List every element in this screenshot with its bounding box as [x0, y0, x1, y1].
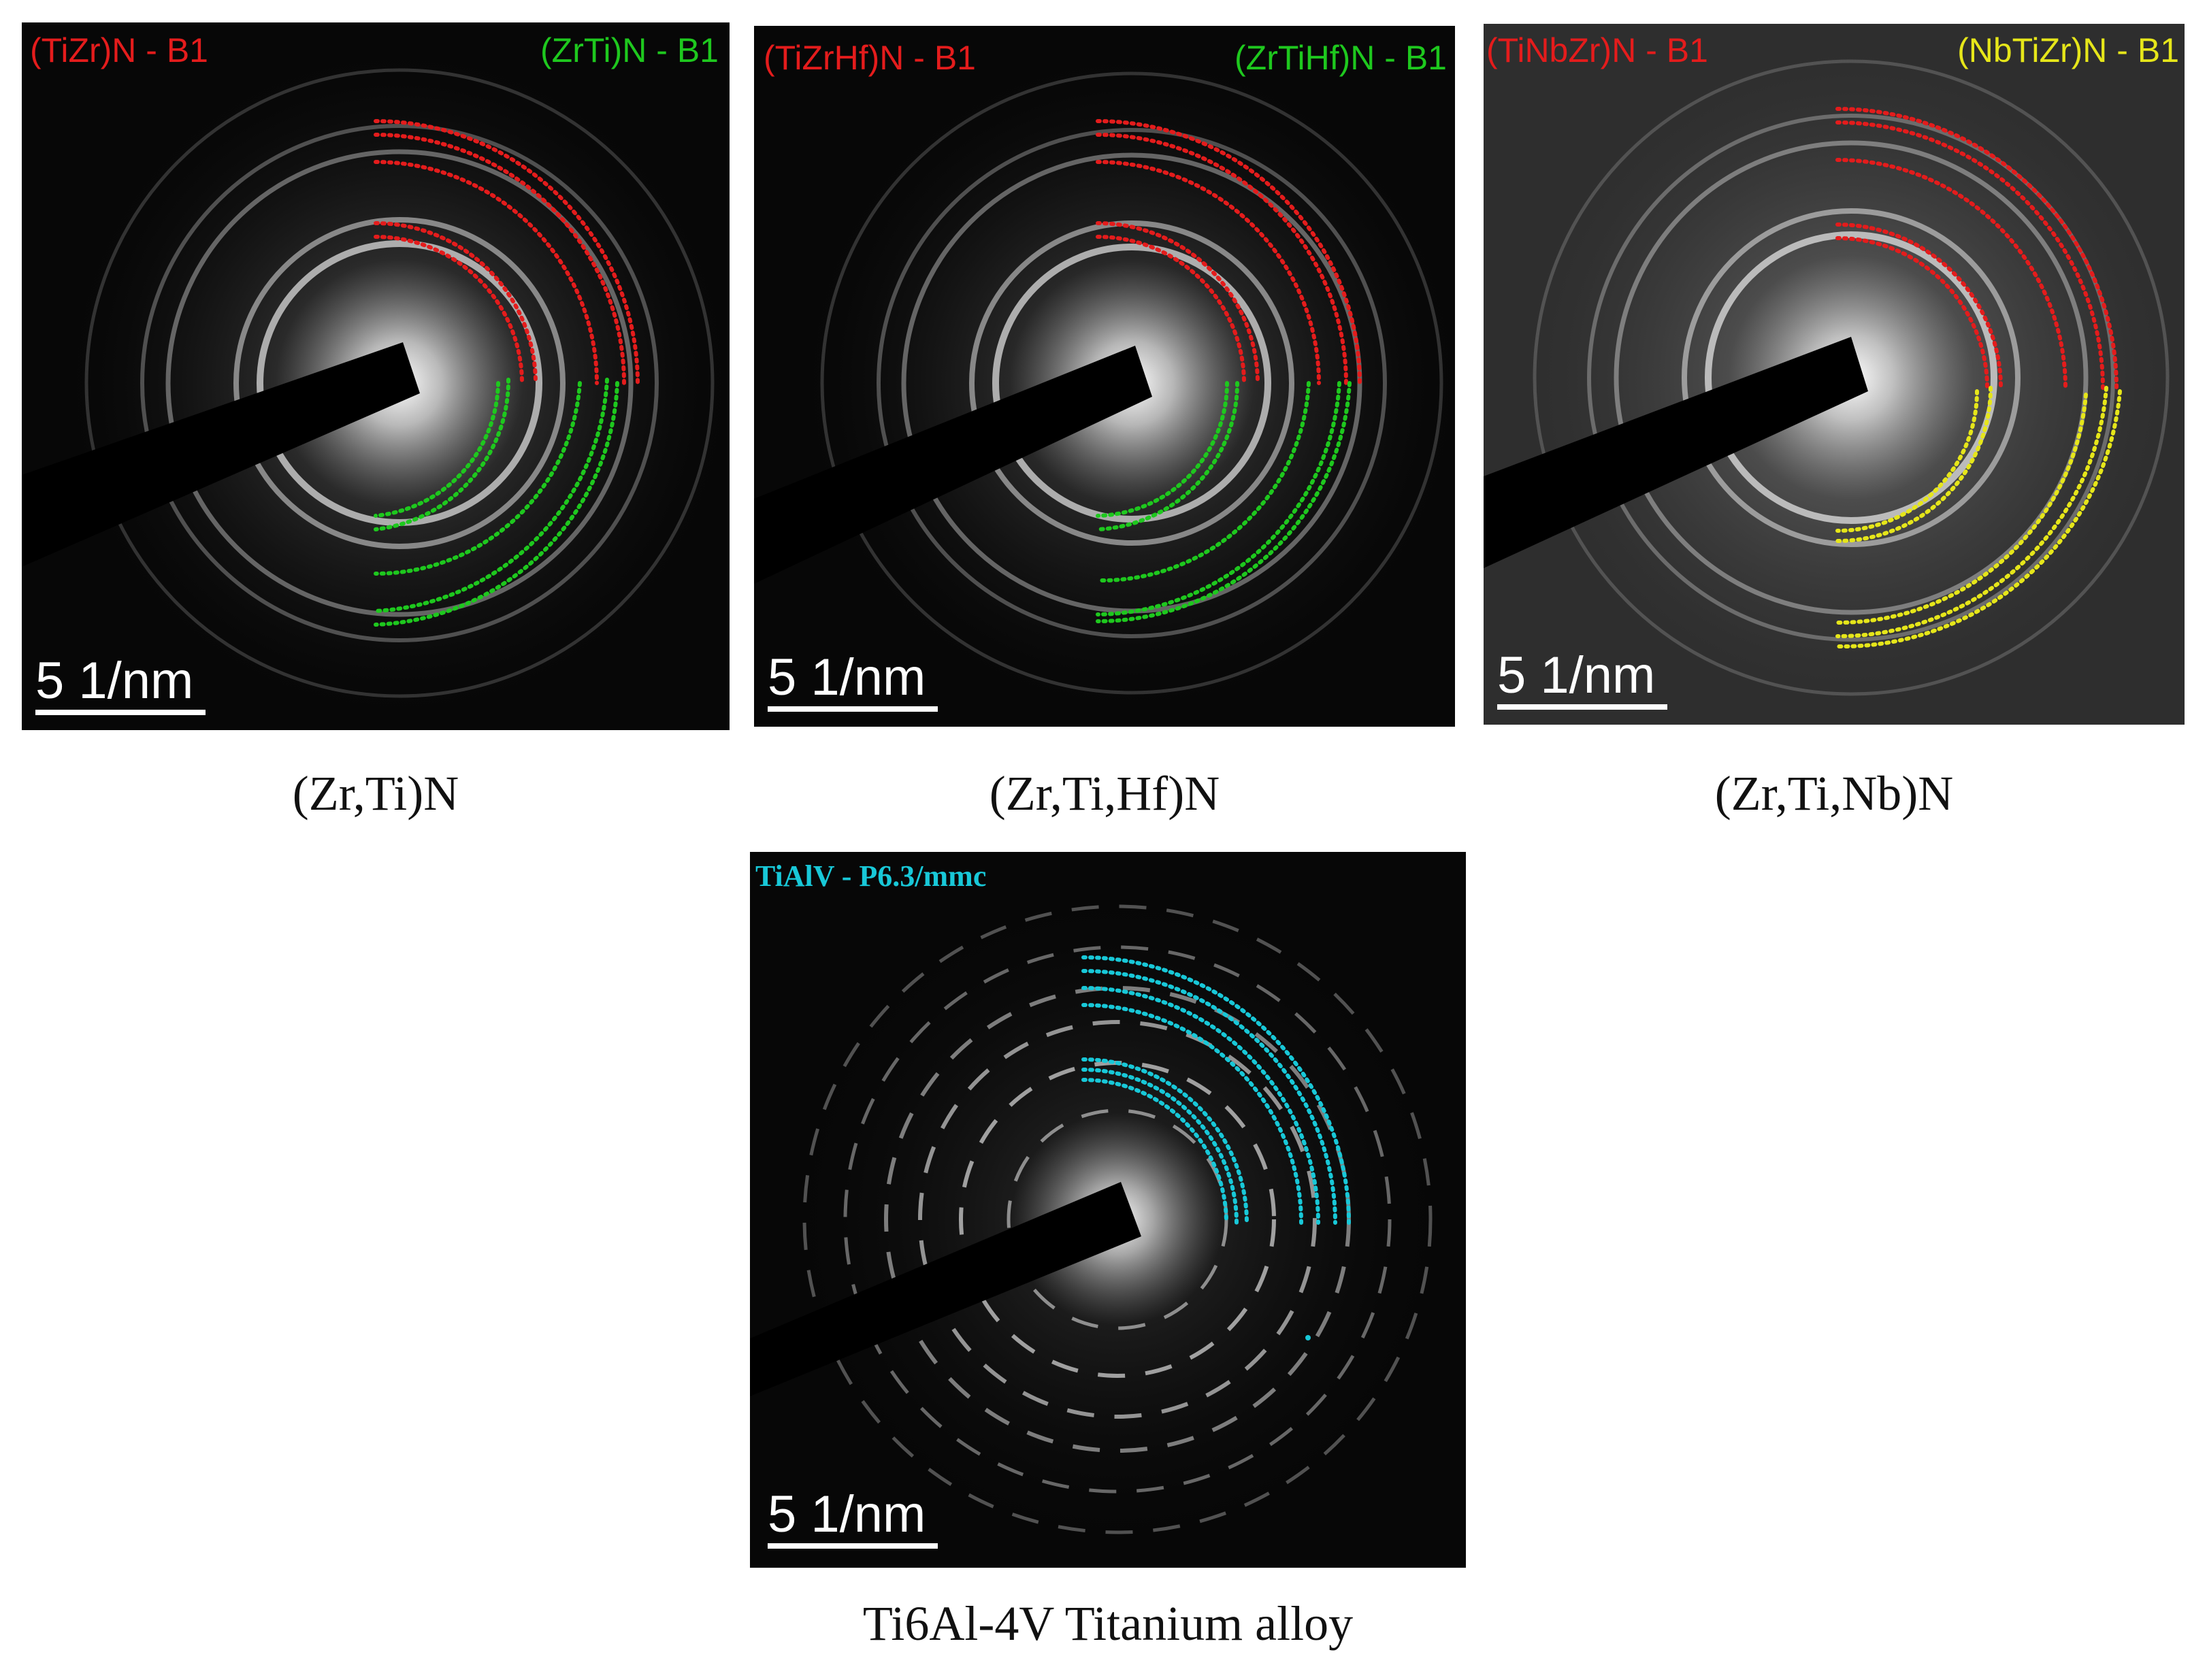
caption-zrtihf: (Zr,Ti,Hf)N [989, 766, 1220, 821]
caption-ti6al4v: Ti6Al-4V Titanium alloy [862, 1596, 1354, 1651]
phase-label-right: (ZrTi)N - B1 [540, 31, 719, 69]
scale-bar [35, 710, 206, 715]
caption-zrti: (Zr,Ti)N [292, 766, 459, 821]
phase-label-left: (TiNbZr)N - B1 [1486, 31, 1708, 69]
caption-zrtinb: (Zr,Ti,Nb)N [1714, 766, 1954, 821]
diffraction-pattern-zrti [22, 29, 730, 730]
scale-bar [1497, 704, 1667, 710]
scale-bar [768, 1543, 938, 1549]
scale-bar-label: 5 1/nm [768, 1485, 926, 1543]
scale-bar-label: 5 1/nm [768, 648, 926, 706]
scale-bar-label: 5 1/nm [1497, 646, 1656, 704]
scale-bar-label: 5 1/nm [35, 652, 194, 710]
scale-bar [768, 706, 938, 712]
diffraction-panel-zrti: (TiZr)N - B1 (ZrTi)N - B1 5 1/nm [22, 22, 730, 730]
diffraction-panel-ti6al4v: TiAlV - P6.3/mmc 5 1/nm [750, 852, 1466, 1568]
diffraction-pattern-zrtihf [754, 33, 1455, 727]
diffraction-pattern-ti6al4v [750, 866, 1466, 1568]
diffraction-panel-zrtihf: (TiZrHf)N - B1 (ZrTiHf)N - B1 5 1/nm [754, 26, 1455, 727]
phase-label-left: (TiZrHf)N - B1 [764, 39, 976, 77]
phase-label: TiAlV - P6.3/mmc [755, 859, 987, 893]
phase-label-right: (ZrTiHf)N - B1 [1235, 39, 1447, 77]
phase-label-right: (NbTiZr)N - B1 [1957, 31, 2179, 69]
diffraction-panel-zrtinb: (TiNbZr)N - B1 (NbTiZr)N - B1 5 1/nm [1484, 24, 2185, 725]
phase-label-left: (TiZr)N - B1 [30, 31, 208, 69]
diffraction-pattern-zrtinb [1484, 27, 2185, 725]
